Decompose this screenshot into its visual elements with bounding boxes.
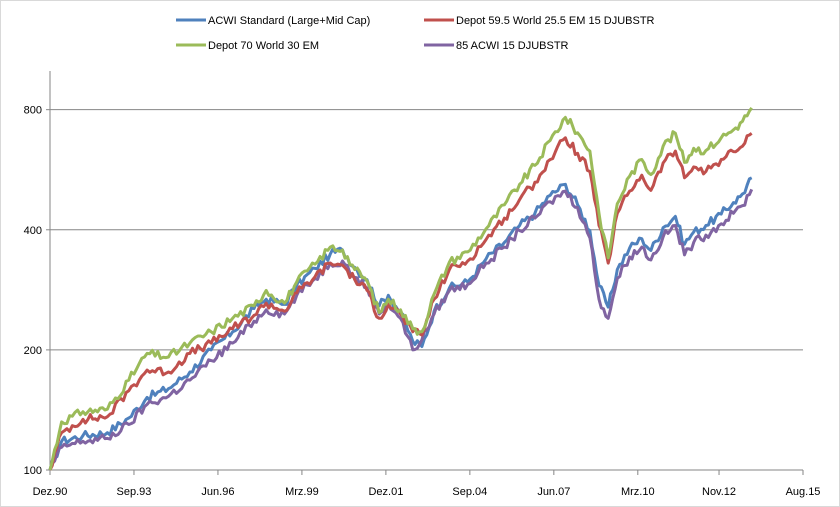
legend-label: Depot 59.5 World 25.5 EM 15 DJUBSTR [456,15,655,27]
series-lines [48,107,754,471]
x-tick-label: Dez.90 [33,486,68,498]
x-tick-label: Sep.93 [117,486,152,498]
x-tick-labels: Dez.90 Sep.93 Jun.96 Mrz.99 Dez.01 Sep.04 Jun.… [33,486,821,498]
legend-label: 85 ACWI 15 DJUBSTR [456,40,569,52]
y-tick-labels: 100 200 400 800 [24,105,42,477]
series-line-4 [48,188,754,471]
axes [46,71,804,475]
y-tick-label: 200 [24,345,42,357]
series-line-2 [48,132,753,471]
x-tick-label: Aug.15 [786,486,821,498]
y-tick-label: 800 [24,105,42,117]
y-tick-label: 400 [24,225,42,237]
x-tick-label: Jun.07 [537,486,570,498]
x-tick-label: Nov.12 [702,486,736,498]
series-line-1 [48,176,753,471]
gridlines [50,109,803,351]
x-tick-label: Dez.01 [368,486,403,498]
x-tick-label: Mrz.10 [621,486,655,498]
legend: ACWI Standard (Large+Mid Cap) Depot 59.5 … [176,15,655,52]
series-line-3 [48,107,753,471]
x-tick-label: Jun.96 [201,486,234,498]
y-tick-label: 100 [24,465,42,477]
x-tick-label: Mrz.99 [285,486,319,498]
legend-label: ACWI Standard (Large+Mid Cap) [208,15,370,27]
legend-label: Depot 70 World 30 EM [208,40,319,52]
x-tick-label: Sep.04 [452,486,487,498]
